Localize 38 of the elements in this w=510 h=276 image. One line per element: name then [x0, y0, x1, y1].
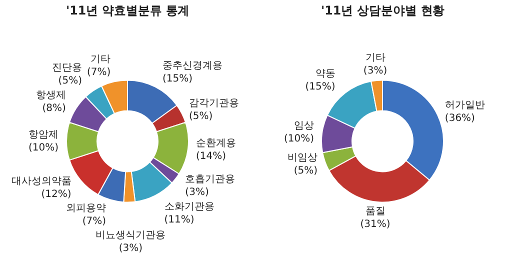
data-label: (7%) — [87, 67, 111, 78]
slice-label: 감각기관용 — [188, 98, 239, 109]
slice-label: 임상 — [294, 120, 314, 132]
slice-label: 기타 — [365, 52, 386, 64]
slice-label: 진단용 — [52, 62, 82, 74]
slice-label: 항생제 — [36, 90, 66, 102]
data-label: (5%) — [294, 166, 318, 177]
slice-label: 항암제 — [28, 129, 58, 140]
slice-label: 소화기관용 — [164, 201, 214, 212]
slice-label: 순환계용 — [196, 138, 236, 149]
data-label: (10%) — [28, 142, 59, 154]
data-label: (3%) — [185, 187, 209, 198]
data-label: (15%) — [162, 74, 193, 85]
slice-label: 허가일반 — [444, 100, 485, 111]
data-label: (7%) — [82, 216, 106, 228]
data-label: (5%) — [58, 75, 82, 86]
slice-label: 대사성의약품 — [11, 176, 72, 187]
data-label: (10%) — [284, 134, 314, 145]
data-label: (5%) — [188, 110, 213, 122]
slice-label: 중추신경계용 — [162, 60, 222, 72]
slice-label: 호흡기관용 — [185, 174, 236, 186]
data-label: (3%) — [118, 243, 143, 254]
data-label: (14%) — [196, 150, 226, 162]
data-label: (36%) — [444, 112, 476, 124]
slice-label: 약동 — [315, 68, 336, 80]
slice-label: 기타 — [90, 54, 111, 66]
data-label: (31%) — [360, 218, 390, 230]
slice-label: 비뇨생식기관용 — [96, 230, 166, 242]
chart-title: '11년 약효별분류 통계 — [66, 3, 190, 18]
chart-title: '11년 상담분야별 현황 — [321, 3, 445, 18]
slice-label: 비임상 — [288, 152, 318, 164]
data-label: (3%) — [363, 66, 388, 77]
slice-label: 품질 — [365, 206, 386, 217]
data-label: (15%) — [305, 81, 336, 92]
data-label: (12%) — [41, 188, 72, 200]
slice-label: 외피용약 — [66, 203, 106, 214]
data-label: (8%) — [42, 103, 66, 114]
data-label: (11%) — [164, 214, 194, 226]
